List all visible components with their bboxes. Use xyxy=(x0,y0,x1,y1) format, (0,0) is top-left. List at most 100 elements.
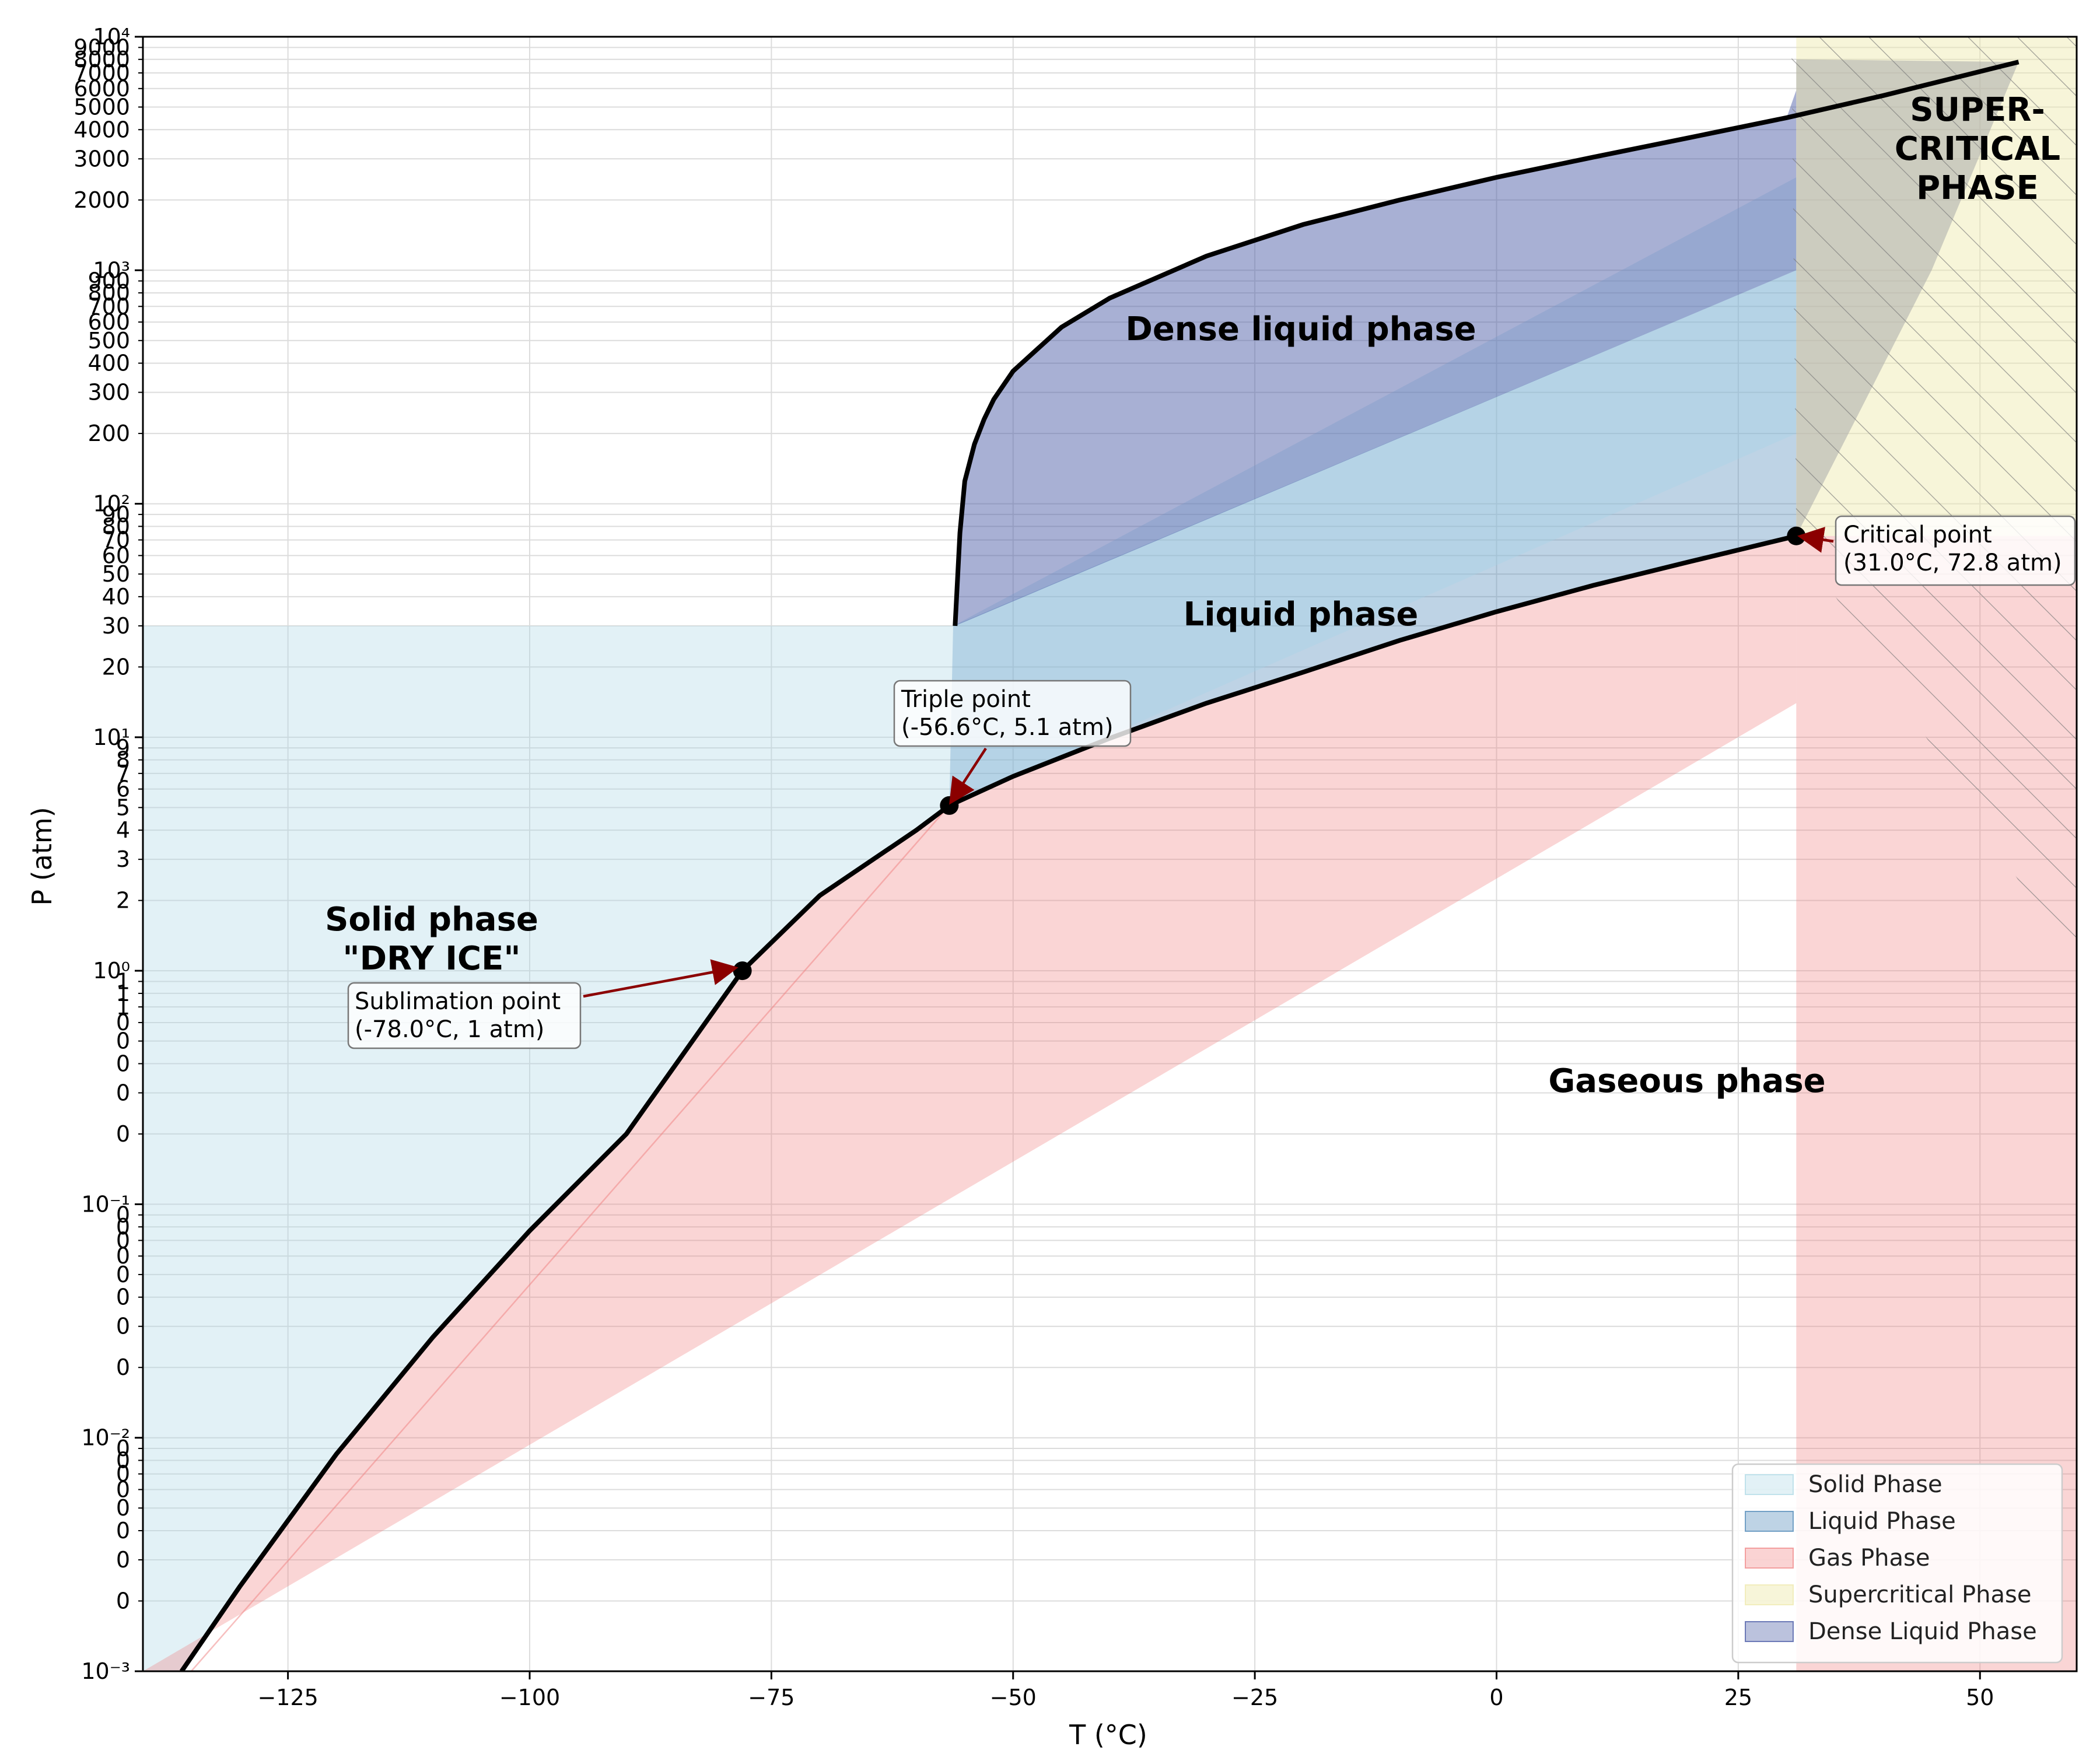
point-marker xyxy=(733,961,752,981)
y-minor-tick-label: 9000 xyxy=(74,34,130,60)
y-tick-label: 10⁻¹ xyxy=(81,1191,130,1217)
solid-phase-region xyxy=(143,625,953,1671)
y-minor-tick-label: 2000 xyxy=(74,187,130,213)
y-minor-tick-label: 0 xyxy=(116,1477,130,1503)
y-minor-tick-label: 7 xyxy=(116,761,130,786)
y-minor-tick-label: 40 xyxy=(102,584,130,610)
legend-label: Solid Phase xyxy=(1808,1471,1943,1498)
y-minor-tick-label: 0 xyxy=(116,1214,130,1240)
critical-point-annotation: Critical point (31.0°C, 72.8 atm) xyxy=(1797,515,2076,586)
dense-liquid-phase-label: Dense liquid phase xyxy=(1125,310,1476,348)
y-tick-label: 10³ xyxy=(93,257,130,283)
x-tick-label: −100 xyxy=(499,1685,560,1710)
y-minor-tick-label: 1 xyxy=(116,981,130,1006)
y-minor-tick-label: 900 xyxy=(88,268,130,294)
legend-label: Liquid Phase xyxy=(1808,1508,1956,1535)
svg-text:Triple point: Triple point xyxy=(901,686,1031,713)
triple-point-annotation: Triple point (-56.6°C, 5.1 atm) xyxy=(893,680,1132,805)
legend-label: Gas Phase xyxy=(1808,1545,1930,1572)
supercritical-hatching xyxy=(1791,37,2077,971)
y-minor-tick-label: 0 xyxy=(116,1588,130,1614)
y-minor-tick-label: 0 xyxy=(116,1518,130,1544)
y-minor-tick-label: 6 xyxy=(116,776,130,802)
svg-text:Sublimation point: Sublimation point xyxy=(355,988,561,1015)
x-tick-label: −125 xyxy=(257,1685,318,1710)
gas-phase-region xyxy=(143,536,1797,1671)
y-tick-label: 10⁻³ xyxy=(81,1658,130,1684)
y-minor-tick-label: 0 xyxy=(116,1284,130,1310)
y-minor-tick-label: 0 xyxy=(116,1010,130,1035)
x-tick-label: −50 xyxy=(990,1685,1037,1710)
supercritical-label-3: PHASE xyxy=(1916,169,2039,207)
y-tick-label: 10² xyxy=(93,491,130,517)
y-minor-tick-label: 700 xyxy=(88,293,130,319)
y-minor-tick-label: 50 xyxy=(102,561,130,587)
y-minor-tick-label: 0 xyxy=(116,1314,130,1339)
y-minor-tick-label: 200 xyxy=(88,421,130,446)
y-minor-tick-label: 90 xyxy=(102,502,130,527)
y-minor-tick-label: 0 xyxy=(116,1121,130,1147)
y-tick-label: 10⁰ xyxy=(93,958,130,984)
liquid-phase-region xyxy=(949,270,1797,806)
y-minor-tick-label: 0 xyxy=(116,1436,130,1461)
y-minor-tick-label: 9 xyxy=(116,735,130,761)
y-minor-tick-label: 60 xyxy=(102,542,130,568)
y-minor-tick-label: 0 xyxy=(116,1495,130,1521)
y-minor-tick-label: 70 xyxy=(102,527,130,553)
x-axis-ticks: −125 −100 −75 −50 −25 0 25 50 xyxy=(257,1671,1994,1710)
gaseous-phase-label: Gaseous phase xyxy=(1548,1062,1825,1100)
legend-swatch xyxy=(1745,1511,1794,1532)
y-minor-tick-label: 0 xyxy=(116,1028,130,1054)
y-minor-tick-label: 0 xyxy=(116,1227,130,1253)
y-minor-tick-label: 0 xyxy=(116,1448,130,1474)
x-tick-label: 25 xyxy=(1724,1685,1752,1710)
x-tick-label: 50 xyxy=(1966,1685,1994,1710)
supercritical-label-2: CRITICAL xyxy=(1895,130,2060,168)
y-tick-label: 10¹ xyxy=(93,724,130,750)
dry-ice-label: "DRY ICE" xyxy=(342,940,520,978)
y-minor-tick-label: 600 xyxy=(88,309,130,335)
x-tick-label: −75 xyxy=(748,1685,794,1710)
y-minor-tick-label: 20 xyxy=(102,654,130,680)
y-minor-tick-label: 5000 xyxy=(74,94,130,120)
legend-swatch xyxy=(1745,1621,1794,1642)
legend-box xyxy=(1731,1463,2063,1664)
y-minor-tick-label: 8000 xyxy=(74,47,130,72)
svg-text:Critical point: Critical point xyxy=(1843,522,1992,548)
y-tick-label: 10⁴ xyxy=(93,24,130,50)
x-tick-label: −25 xyxy=(1231,1685,1278,1710)
y-minor-tick-label: 0 xyxy=(116,1080,130,1105)
x-axis-label: T (°C) xyxy=(1069,1719,1147,1750)
grid-lines xyxy=(143,37,2077,1671)
gas-phase-edge xyxy=(190,805,950,1671)
melting-curve xyxy=(953,60,2020,626)
y-minor-tick-label: 800 xyxy=(88,280,130,306)
y-minor-tick-label: 3 xyxy=(116,846,130,872)
phase-regions xyxy=(143,37,2077,1671)
y-minor-tick-label: 80 xyxy=(102,513,130,539)
sublimation-point-annotation: Sublimation point (-78.0°C, 1 atm) xyxy=(347,959,738,1049)
y-minor-tick-label: 500 xyxy=(88,328,130,354)
y-minor-tick-label: 400 xyxy=(88,351,130,376)
svg-text:(-78.0°C, 1 atm): (-78.0°C, 1 atm) xyxy=(355,1016,544,1043)
supercritical-label-1: SUPER- xyxy=(1910,91,2045,129)
y-minor-tick-label: 1 xyxy=(116,968,130,994)
y-minor-tick-label: 0 xyxy=(116,1262,130,1287)
y-axis-label: P (atm) xyxy=(26,807,58,905)
y-minor-tick-label: 0 xyxy=(116,1202,130,1228)
y-minor-tick-label: 0 xyxy=(116,1243,130,1269)
legend-swatch xyxy=(1745,1584,1794,1605)
legend-swatch xyxy=(1745,1548,1794,1569)
y-minor-tick-label: 7000 xyxy=(74,60,130,86)
dense-liquid-phase-region xyxy=(955,90,1797,626)
y-minor-tick-label: 0 xyxy=(116,1461,130,1487)
y-axis-ticks: 10⁻³10⁻²10⁻¹10⁰10¹10²10³10⁴0000000000000… xyxy=(74,24,143,1684)
liquid-phase-label: Liquid phase xyxy=(1184,596,1419,634)
solid-phase-label: Solid phase xyxy=(325,901,538,939)
y-minor-tick-label: 4000 xyxy=(74,117,130,142)
legend-label: Supercritical Phase xyxy=(1808,1581,2031,1608)
legend-label: Dense Liquid Phase xyxy=(1808,1618,2037,1645)
y-minor-tick-label: 0 xyxy=(116,1051,130,1076)
legend: Solid Phase Liquid Phase Gas Phase Supercri… xyxy=(1731,1463,2063,1664)
